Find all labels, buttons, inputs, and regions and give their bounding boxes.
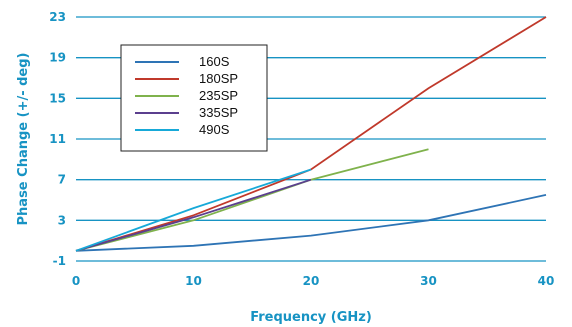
legend-label: 490S — [199, 122, 230, 137]
x-tick-labels: 0 10 20 30 40 — [72, 274, 555, 288]
x-tick-label: 10 — [185, 274, 202, 288]
legend-label: 160S — [199, 54, 230, 69]
x-axis-title: Frequency (GHz) — [250, 310, 372, 325]
y-tick-label: 23 — [49, 10, 66, 24]
x-tick-label: 40 — [538, 274, 555, 288]
series-lines — [75, 16, 547, 252]
legend: 160S 180SP 235SP 335SP 490S — [120, 44, 268, 152]
y-tick-label: 19 — [49, 51, 66, 65]
legend-label: 335SP — [199, 105, 238, 120]
y-tick-label: 11 — [49, 132, 66, 146]
legend-label: 180SP — [199, 71, 238, 86]
series-line-490s — [75, 168, 312, 252]
legend-box — [120, 44, 268, 152]
x-tick-label: 0 — [72, 274, 80, 288]
series-line-235sp — [75, 148, 429, 252]
y-tick-label: 15 — [49, 91, 66, 105]
y-tick-labels: -1 3 7 11 15 19 23 — [49, 10, 66, 268]
y-tick-label: 7 — [58, 173, 66, 187]
x-tick-label: 20 — [303, 274, 320, 288]
series-line-160s — [75, 194, 547, 252]
y-tick-label: -1 — [53, 254, 66, 268]
legend-label: 235SP — [199, 88, 238, 103]
y-axis-title: Phase Change (+/- deg) — [16, 53, 31, 226]
y-tick-label: 3 — [58, 213, 66, 227]
x-tick-label: 30 — [420, 274, 437, 288]
series-line-335sp — [75, 178, 312, 252]
